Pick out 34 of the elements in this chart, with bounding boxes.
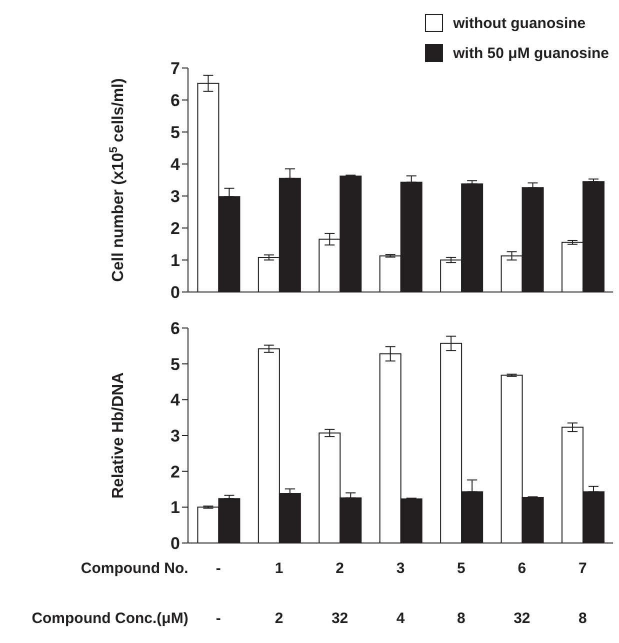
x-tick-label: 7 (578, 560, 587, 577)
y-axis-title: Relative Hb/DNA (110, 372, 127, 499)
text: Compound Conc.(μM) (32, 610, 188, 627)
x-tick-label: 5 (457, 560, 466, 577)
y-tick-label: 1 (170, 498, 180, 518)
y-tick-label: 5 (170, 123, 180, 142)
text: 8 (578, 610, 587, 627)
x-axis-title: Compound No. (80, 560, 188, 577)
y-tick-label: 6 (170, 91, 180, 110)
x-tick-label: 3 (396, 560, 405, 577)
x-tick-label: 2 (336, 560, 344, 577)
text: 32 (514, 610, 530, 627)
legend-label: without guanosine (453, 14, 586, 32)
x-tick-label: 1 (274, 560, 284, 577)
y-tick-label: 7 (170, 59, 180, 78)
y-tick-label: 3 (170, 187, 180, 206)
y-tick-label: 0 (170, 283, 180, 302)
y-tick-label: 6 (170, 319, 180, 338)
text: - (216, 610, 221, 627)
y-tick-label: 2 (170, 219, 180, 238)
y-tick-label: 2 (170, 462, 180, 482)
x-tick-label: - (216, 560, 221, 577)
text: 2 (274, 610, 284, 627)
y-tick-label: 4 (170, 390, 181, 410)
text: 4 (396, 610, 406, 627)
y-tick-label: 5 (170, 354, 180, 374)
text: 8 (457, 610, 466, 627)
legend-label: with 50 μM guanosine (453, 44, 609, 62)
y-tick-label: 1 (170, 251, 180, 270)
x-tick-label: 6 (518, 560, 526, 577)
y-tick-label: 4 (170, 155, 181, 174)
y-tick-label: 0 (170, 534, 180, 554)
y-tick-label: 3 (170, 426, 180, 446)
text: 32 (331, 610, 348, 627)
